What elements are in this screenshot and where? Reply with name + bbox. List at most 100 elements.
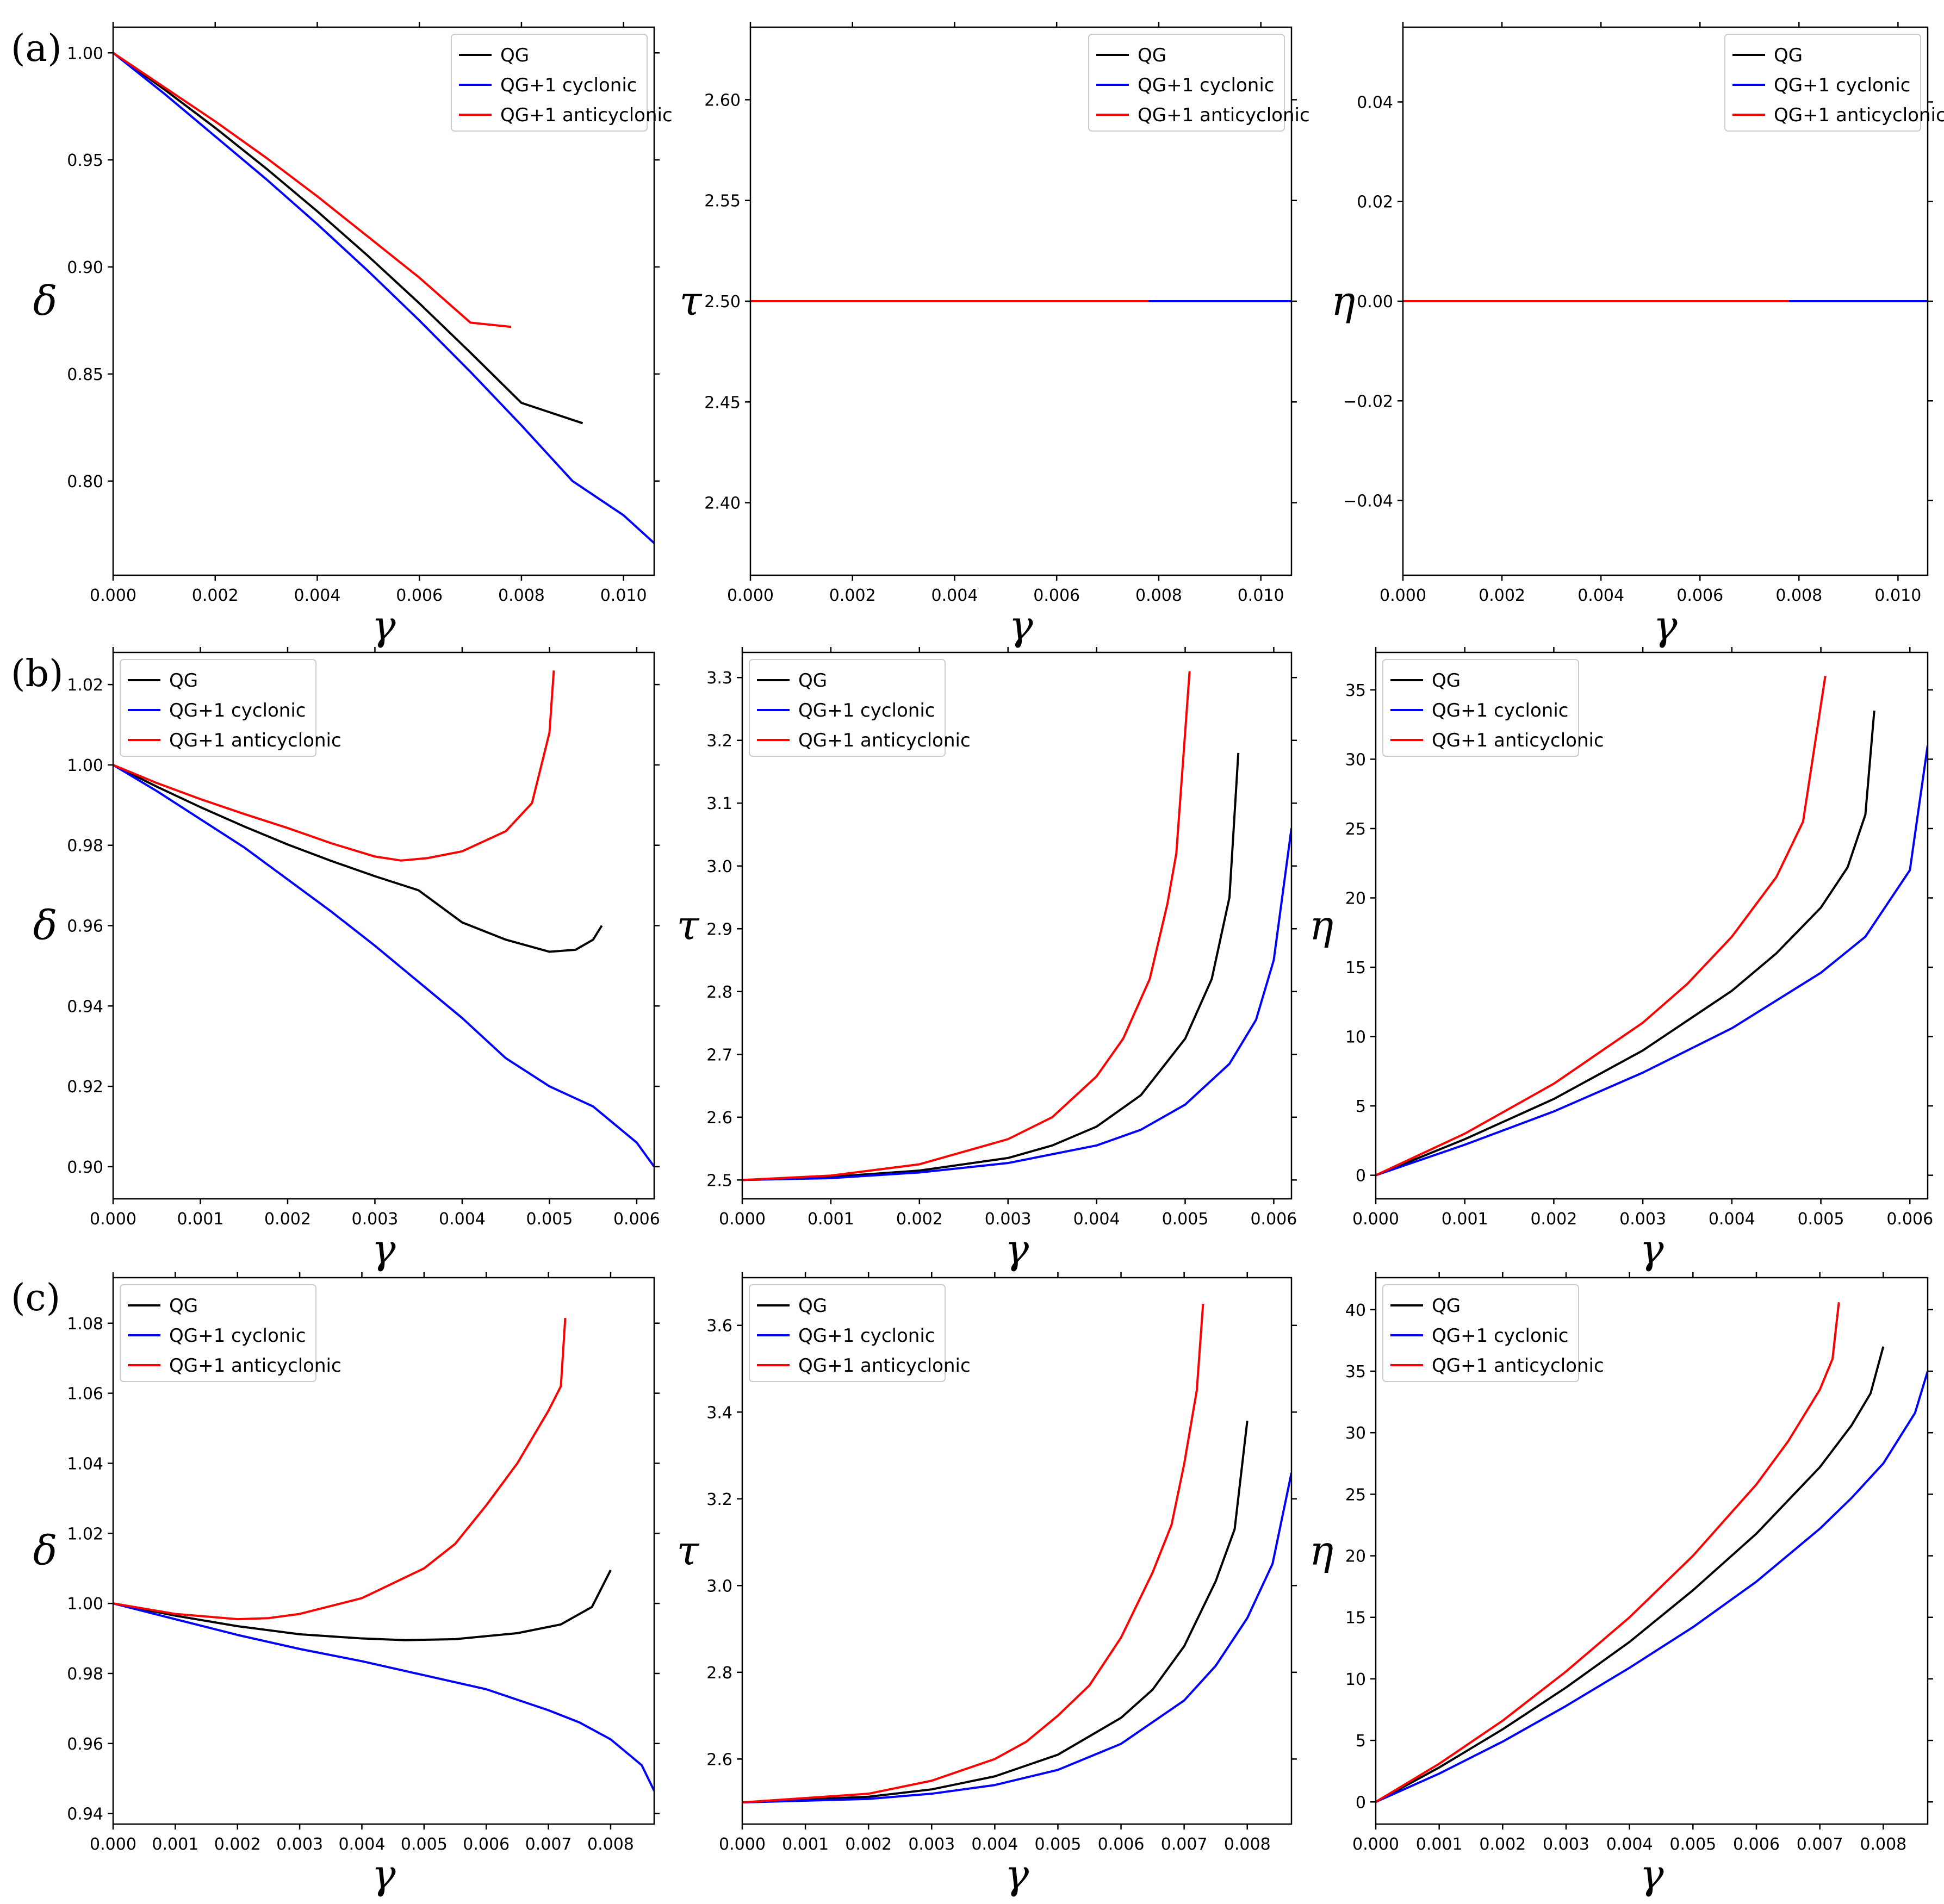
y-tick-label: 0.80 xyxy=(67,472,103,491)
x-tick-label: 0.001 xyxy=(1416,1835,1463,1854)
y-tick-label: 0.02 xyxy=(1357,193,1393,212)
legend-entry: QG+1 cyclonic xyxy=(798,1325,935,1347)
x-axis-label: γ xyxy=(371,602,396,649)
x-tick-label: 0.003 xyxy=(352,1210,399,1229)
y-tick-label: 2.5 xyxy=(706,1171,732,1190)
legend: QG QG+1 cyclonic QG+1 anticyclonic xyxy=(120,1284,341,1382)
y-tick-label: 1.08 xyxy=(67,1315,103,1334)
x-tick-label: 0.008 xyxy=(1135,586,1182,605)
legend-entry: QG xyxy=(169,670,198,692)
x-axis-label: γ xyxy=(1639,1226,1664,1273)
y-axis-label: τ xyxy=(680,278,703,325)
plot-frame xyxy=(741,1277,1293,1825)
y-tick-label: 30 xyxy=(1345,750,1366,769)
x-axis-label: γ xyxy=(1005,1226,1029,1273)
x-tick-label: 0.004 xyxy=(931,586,978,605)
series-line-qg-1-anticyclonic xyxy=(742,1303,1204,1804)
y-axis-label: δ xyxy=(33,278,58,325)
y-tick-label: 2.6 xyxy=(706,1750,732,1769)
x-tick-label: 0.004 xyxy=(1073,1210,1120,1229)
legend-entry: QG+1 anticyclonic xyxy=(1432,730,1604,751)
legend-entry: QG xyxy=(500,45,529,66)
x-tick-label: 0.001 xyxy=(1442,1210,1488,1229)
y-tick-label: 20 xyxy=(1345,889,1366,908)
legend-entry: QG+1 anticyclonic xyxy=(1138,104,1310,126)
y-tick-label: 3.4 xyxy=(706,1403,732,1422)
x-tick-label: 0.008 xyxy=(1775,586,1822,605)
y-tick-label: 3.1 xyxy=(706,794,732,813)
panel-a-tau: 0.000 0.002 0.004 0.006 0.008 0.010 2.40 2.45 2.… xyxy=(680,22,1310,649)
series-line-qg-1-cyclonic xyxy=(113,764,654,1168)
series-line-qg-1-cyclonic xyxy=(1376,1371,1928,1803)
series-line-qg xyxy=(113,52,583,425)
y-axis-label: τ xyxy=(677,903,700,949)
y-tick-label: 0.00 xyxy=(1357,293,1393,312)
panel-a-eta: 0.000 0.002 0.004 0.006 0.008 0.010 −0.04 −0.02… xyxy=(1331,22,1944,649)
x-tick-label: 0.004 xyxy=(1709,1210,1755,1229)
legend: QG QG+1 cyclonic QG+1 anticyclonic xyxy=(749,1284,971,1382)
x-tick-label: 0.006 xyxy=(1250,1210,1297,1229)
x-tick-label: 0.008 xyxy=(1224,1835,1271,1854)
row-label-b: (b) xyxy=(11,652,64,695)
panel-a-delta: 0.000 0.002 0.004 0.006 0.008 0.010 0.80 0.85 0.… xyxy=(33,22,673,649)
row-label-a: (a) xyxy=(11,27,62,70)
y-tick-label: 5 xyxy=(1356,1097,1366,1116)
x-tick-label: 0.000 xyxy=(90,1210,136,1229)
x-tick-label: 0.005 xyxy=(1162,1210,1209,1229)
legend-entry: QG xyxy=(1138,45,1166,66)
plot-frame xyxy=(741,651,1293,1200)
y-tick-label: 1.00 xyxy=(67,44,103,63)
legend-box xyxy=(120,659,316,757)
legend-entry: QG+1 cyclonic xyxy=(169,1325,306,1347)
y-tick-label: 3.3 xyxy=(706,669,732,688)
x-tick-label: 0.002 xyxy=(1479,586,1525,605)
y-tick-label: 35 xyxy=(1345,1362,1366,1382)
x-tick-label: 0.002 xyxy=(264,1210,311,1229)
y-tick-label: 0.90 xyxy=(67,258,103,277)
series-line-qg xyxy=(1376,1346,1885,1803)
y-tick-label: −0.02 xyxy=(1343,392,1393,411)
legend: QG QG+1 cyclonic QG+1 anticyclonic xyxy=(1382,659,1604,757)
y-tick-label: 0.95 xyxy=(67,151,103,170)
y-tick-label: 3.2 xyxy=(706,732,732,751)
x-tick-label: 0.002 xyxy=(214,1835,261,1854)
x-tick-label: 0.006 xyxy=(1886,1210,1933,1229)
y-tick-label: 2.50 xyxy=(704,293,741,312)
series-line-qg xyxy=(113,764,603,953)
y-tick-label: 10 xyxy=(1345,1670,1366,1689)
x-tick-label: 0.002 xyxy=(896,1210,943,1229)
series-line-qg-1-anticyclonic xyxy=(113,52,512,328)
series-line-qg xyxy=(113,1570,612,1641)
x-tick-label: 0.002 xyxy=(845,1835,892,1854)
y-tick-label: 0.04 xyxy=(1357,93,1393,112)
x-tick-label: 0.001 xyxy=(782,1835,829,1854)
legend-entry: QG+1 cyclonic xyxy=(169,700,306,721)
series-line-qg-1-cyclonic xyxy=(1376,745,1928,1177)
x-tick-label: 0.007 xyxy=(525,1835,572,1854)
y-axis-label: δ xyxy=(33,1528,58,1575)
y-tick-label: 0.90 xyxy=(67,1158,103,1177)
series-line-qg-1-cyclonic xyxy=(742,1472,1291,1804)
legend: QG QG+1 cyclonic QG+1 anticyclonic xyxy=(1382,1284,1604,1382)
series-line-qg-1-anticyclonic xyxy=(113,670,555,862)
series-line-qg-1-cyclonic xyxy=(113,1602,654,1791)
legend-entry: QG+1 cyclonic xyxy=(1432,1325,1568,1347)
y-tick-label: 20 xyxy=(1345,1547,1366,1566)
legend-entry: QG xyxy=(169,1295,198,1317)
panel-b-eta: 0.000 0.001 0.002 0.003 0.004 0.005 0.006 0 5 10 1… xyxy=(1309,647,1933,1273)
x-tick-label: 0.000 xyxy=(719,1210,766,1229)
y-tick-label: 0.94 xyxy=(67,1805,103,1824)
x-tick-label: 0.006 xyxy=(1033,586,1080,605)
x-tick-label: 0.001 xyxy=(808,1210,854,1229)
x-tick-label: 0.003 xyxy=(276,1835,323,1854)
legend-entry: QG+1 cyclonic xyxy=(1432,700,1568,721)
x-tick-label: 0.004 xyxy=(339,1835,386,1854)
series-line-qg-1-anticyclonic xyxy=(1376,1302,1840,1803)
y-axis-label: η xyxy=(1331,278,1355,325)
legend: QG QG+1 cyclonic QG+1 anticyclonic xyxy=(1088,34,1310,132)
panel-c-delta: 0.000 0.001 0.002 0.003 0.004 0.005 0.006 0.007… xyxy=(33,1272,660,1898)
y-tick-label: 1.00 xyxy=(67,756,103,775)
x-tick-label: 0.004 xyxy=(971,1835,1018,1854)
y-axis-label: η xyxy=(1309,1528,1333,1575)
x-tick-label: 0.005 xyxy=(401,1835,448,1854)
